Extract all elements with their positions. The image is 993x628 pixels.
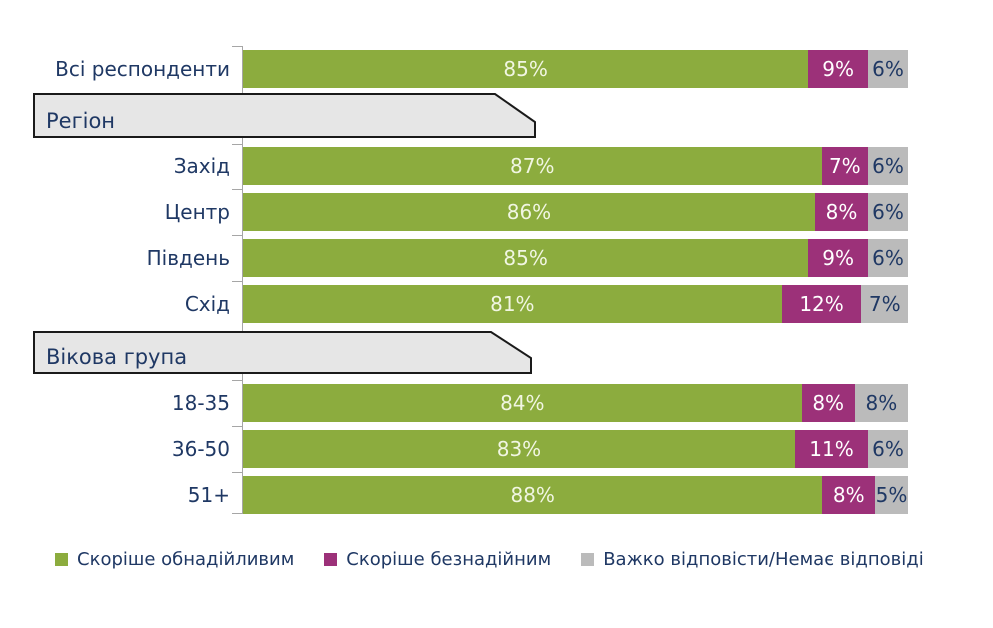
- category-label: 51+: [187, 483, 230, 507]
- axis-tick: [232, 472, 242, 473]
- category-label: 36-50: [171, 437, 230, 461]
- value-label: 87%: [510, 154, 555, 178]
- group-header: Регіон: [33, 93, 537, 139]
- legend-item-3: Важко відповісти/Немає відповіді: [581, 549, 924, 570]
- bar-track: 85% 9% 6%: [243, 50, 908, 88]
- value-label: 8%: [825, 200, 858, 224]
- axis-tick: [232, 281, 242, 282]
- value-label: 85%: [503, 57, 548, 81]
- axis-tick: [232, 513, 242, 514]
- axis-line: [242, 46, 243, 514]
- legend-label: Важко відповісти/Немає відповіді: [603, 549, 924, 570]
- bar-track: 87% 7% 6%: [243, 147, 908, 185]
- group-header-label: Регіон: [46, 109, 116, 133]
- bar-segment-series-1: 85%: [243, 50, 809, 88]
- category-label: Південь: [146, 246, 230, 270]
- group-header-label: Вікова група: [46, 345, 188, 369]
- bar-segment-series-2: 8%: [814, 193, 869, 231]
- category-label: Схід: [184, 292, 230, 316]
- axis-tick: [232, 426, 242, 427]
- legend: Скоріше обнадійливим Скоріше безнадійним В…: [55, 549, 924, 570]
- bar-segment-series-2: 9%: [808, 50, 869, 88]
- category-label: 18-35: [171, 391, 230, 415]
- bar-segment-series-3: 7%: [861, 285, 908, 323]
- value-label: 9%: [822, 246, 855, 270]
- value-label: 85%: [503, 246, 548, 270]
- bar-segment-series-2: 11%: [794, 430, 869, 468]
- bar-track: 86% 8% 6%: [243, 193, 908, 231]
- value-label: 6%: [872, 57, 904, 81]
- group-header-shape: [33, 93, 536, 138]
- axis-tick: [232, 235, 242, 236]
- bar-segment-series-3: 6%: [868, 193, 908, 231]
- bar-segment-series-3: 6%: [868, 430, 908, 468]
- chart-row: Південь 85% 9% 6%: [0, 239, 908, 277]
- value-label: 6%: [872, 200, 904, 224]
- bar-segment-series-1: 85%: [243, 239, 809, 277]
- legend-swatch: [55, 553, 68, 566]
- axis-tick: [232, 380, 242, 381]
- chart-row: 18-35 84% 8% 8%: [0, 384, 908, 422]
- value-label: 86%: [506, 200, 552, 224]
- legend-label: Скоріше безнадійним: [346, 549, 552, 570]
- bar-segment-series-2: 8%: [822, 476, 876, 514]
- axis-tick: [232, 144, 242, 145]
- value-label: 84%: [500, 391, 545, 415]
- category-label: Захід: [173, 154, 230, 178]
- bar-track: 85% 9% 6%: [243, 239, 908, 277]
- axis-tick: [232, 46, 242, 47]
- legend-item-2: Скоріше безнадійним: [324, 549, 551, 570]
- bar-segment-series-1: 81%: [243, 285, 782, 323]
- bar-segment-series-3: 6%: [868, 147, 908, 185]
- value-label: 8%: [832, 483, 865, 507]
- chart-row: Захід 87% 7% 6%: [0, 147, 908, 185]
- value-label: 6%: [872, 154, 904, 178]
- bar-segment-series-1: 83%: [243, 430, 795, 468]
- value-label: 8%: [812, 391, 845, 415]
- legend-label: Скоріше обнадійливим: [77, 549, 295, 570]
- bar-segment-series-3: 6%: [868, 50, 908, 88]
- chart-row: Всі респонденти 85% 9% 6%: [0, 50, 908, 88]
- chart-row: Схід 81% 12% 7%: [0, 285, 908, 323]
- value-label: 6%: [872, 437, 904, 461]
- category-label: Всі респонденти: [55, 57, 230, 81]
- group-header-shape: [33, 331, 532, 374]
- bar-segment-series-3: 8%: [854, 384, 908, 422]
- value-label: 6%: [872, 246, 904, 270]
- bar-track: 81% 12% 7%: [243, 285, 908, 323]
- legend-swatch: [581, 553, 595, 566]
- value-label: 83%: [496, 437, 542, 461]
- bar-segment-series-1: 84%: [243, 384, 802, 422]
- bar-track: 84% 8% 8%: [243, 384, 908, 422]
- bar-segment-series-1: 88%: [243, 476, 823, 514]
- bar-segment-series-2: 9%: [808, 239, 869, 277]
- value-label: 81%: [490, 292, 535, 316]
- value-label: 7%: [868, 292, 901, 316]
- bar-segment-series-3: 6%: [868, 239, 908, 277]
- value-label: 8%: [865, 391, 898, 415]
- bar-segment-series-1: 87%: [243, 147, 822, 185]
- value-label: 12%: [799, 292, 844, 316]
- chart-row: Центр 86% 8% 6%: [0, 193, 908, 231]
- value-label: 5%: [875, 483, 908, 507]
- bar-segment-series-2: 7%: [821, 147, 869, 185]
- value-label: 88%: [510, 483, 555, 507]
- bar-track: 83% 11% 6%: [243, 430, 908, 468]
- bar-track: 88% 8% 5%: [243, 476, 908, 514]
- axis-tick: [232, 189, 242, 190]
- value-label: 9%: [822, 57, 855, 81]
- chart-row: 36-50 83% 11% 6%: [0, 430, 908, 468]
- chart-row: 51+ 88% 8% 5%: [0, 476, 908, 514]
- value-label: 7%: [828, 154, 861, 178]
- group-header: Вікова група: [33, 331, 533, 375]
- bar-segment-series-2: 12%: [781, 285, 862, 323]
- category-label: Центр: [164, 200, 230, 224]
- legend-item-1: Скоріше обнадійливим: [55, 549, 294, 570]
- legend-swatch: [324, 553, 338, 566]
- value-label: 11%: [809, 437, 854, 461]
- bar-segment-series-3: 5%: [875, 476, 908, 514]
- bar-segment-series-2: 8%: [801, 384, 855, 422]
- bar-segment-series-1: 86%: [243, 193, 815, 231]
